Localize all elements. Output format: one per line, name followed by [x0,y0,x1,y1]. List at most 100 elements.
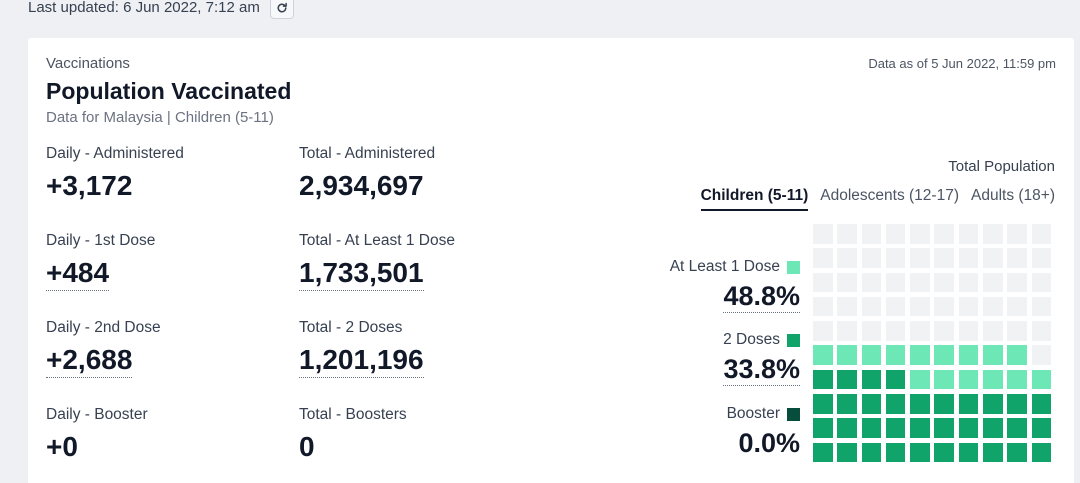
stat-value[interactable]: +2,688 [46,343,133,378]
waffle-cell-one-dose [934,369,954,390]
waffle-cell-one-dose [983,345,1003,365]
waffle-cell-empty [983,248,1003,268]
waffle-cell-one-dose [1007,369,1027,390]
waffle-cell-one-dose [861,345,882,365]
waffle-cell-empty [983,296,1003,317]
waffle-cell-empty [813,321,833,341]
waffle-cell-one-dose [958,345,979,365]
waffle-cell-empty [910,272,930,293]
waffle-cell-one-dose [885,345,906,365]
waffle-cell-two-doses [1007,442,1027,463]
waffle-cell-two-doses [885,418,906,438]
waffle-cell-empty [837,296,857,317]
waffle-cell-empty [910,296,930,317]
waffle-cell-empty [1007,248,1027,268]
stat-value: +0 [46,431,78,462]
stat-total-booster: Total - Boosters 0 [299,406,407,464]
card-eyebrow: Vaccinations [46,55,130,72]
waffle-cell-empty [934,321,954,341]
tab-adults[interactable]: Adults (18+) [970,187,1055,204]
stat-label: Total - Administered [299,145,436,162]
waffle-cell-two-doses [1031,442,1052,463]
stat-value[interactable]: 1,201,196 [299,343,424,378]
stat-label: Daily - 2nd Dose [46,319,161,336]
legend-label: At Least 1 Dose [669,258,780,275]
legend-percent[interactable]: 48.8% [723,281,800,313]
stat-total-second-dose: Total - 2 Doses 1,201,196 [299,319,424,378]
tab-children[interactable]: Children (5-11) [700,187,809,211]
waffle-cell-empty [837,272,857,293]
waffle-cell-empty [983,272,1003,293]
waffle-cell-empty [885,248,906,268]
legend-at-least-one-dose: At Least 1 Dose 48.8% [670,258,800,313]
waffle-cell-empty [934,272,954,293]
waffle-cell-one-dose [958,369,979,390]
waffle-cell-empty [885,296,906,317]
waffle-cell-empty [861,272,882,293]
waffle-cell-empty [813,272,833,293]
waffle-cell-one-dose [983,369,1003,390]
stat-value: 0 [299,431,315,462]
waffle-cell-empty [958,224,979,244]
stat-value: 2,934,697 [299,170,424,201]
stat-daily-second-dose: Daily - 2nd Dose +2,688 [46,319,161,378]
legend-percent[interactable]: 33.8% [723,354,800,386]
waffle-cell-empty [1007,272,1027,293]
waffle-cell-empty [1031,296,1052,317]
stat-value[interactable]: +484 [46,256,110,291]
waffle-cell-empty [1031,345,1052,365]
waffle-cell-two-doses [885,442,906,463]
waffle-cell-empty [983,224,1003,244]
legend-percent: 0.0% [738,428,800,458]
stat-daily-booster: Daily - Booster +0 [46,406,148,464]
waffle-cell-one-dose [910,345,930,365]
waffle-cell-empty [885,224,906,244]
tab-adolescents[interactable]: Adolescents (12-17) [820,187,959,204]
legend-swatch [787,260,800,274]
waffle-cell-two-doses [885,369,906,390]
waffle-cell-empty [813,296,833,317]
stat-total-administered: Total - Administered 2,934,697 [299,145,435,203]
waffle-cell-two-doses [813,394,833,414]
vaccination-waffle-chart [813,224,1052,463]
waffle-cell-two-doses [837,394,857,414]
stat-label: Daily - Administered [46,145,184,162]
waffle-cell-empty [813,224,833,244]
waffle-cell-two-doses [910,418,930,438]
stat-daily-first-dose: Daily - 1st Dose +484 [46,232,155,291]
card-subtitle: Data for Malaysia | Children (5-11) [46,109,274,126]
waffle-cell-empty [1007,296,1027,317]
legend-booster: Booster 0.0% [727,405,800,459]
waffle-cell-empty [934,296,954,317]
legend-swatch [787,333,800,347]
waffle-cell-two-doses [885,394,906,414]
waffle-cell-empty [934,248,954,268]
waffle-cell-two-doses [958,442,979,463]
stat-label: Daily - Booster [46,406,148,423]
total-population-heading: Total Population [948,158,1055,175]
waffle-cell-empty [813,248,833,268]
refresh-button[interactable] [269,0,294,19]
waffle-cell-two-doses [861,369,882,390]
waffle-cell-one-dose [910,369,930,390]
waffle-cell-one-dose [837,345,857,365]
waffle-cell-one-dose [813,345,833,365]
waffle-cell-one-dose [934,345,954,365]
stat-daily-administered: Daily - Administered +3,172 [46,145,184,203]
legend-two-doses: 2 Doses 33.8% [723,331,800,386]
waffle-cell-empty [861,224,882,244]
waffle-cell-empty [1007,321,1027,341]
waffle-cell-empty [958,248,979,268]
waffle-cell-empty [861,321,882,341]
topbar: Last updated: 6 Jun 2022, 7:12 am [28,0,294,22]
stat-value[interactable]: 1,733,501 [299,256,424,291]
waffle-cell-two-doses [983,442,1003,463]
waffle-cell-two-doses [837,418,857,438]
waffle-cell-empty [837,224,857,244]
waffle-cell-empty [910,321,930,341]
waffle-cell-two-doses [813,418,833,438]
waffle-cell-one-dose [1007,345,1027,365]
waffle-cell-two-doses [813,369,833,390]
waffle-cell-two-doses [861,442,882,463]
waffle-cell-empty [1031,321,1052,341]
